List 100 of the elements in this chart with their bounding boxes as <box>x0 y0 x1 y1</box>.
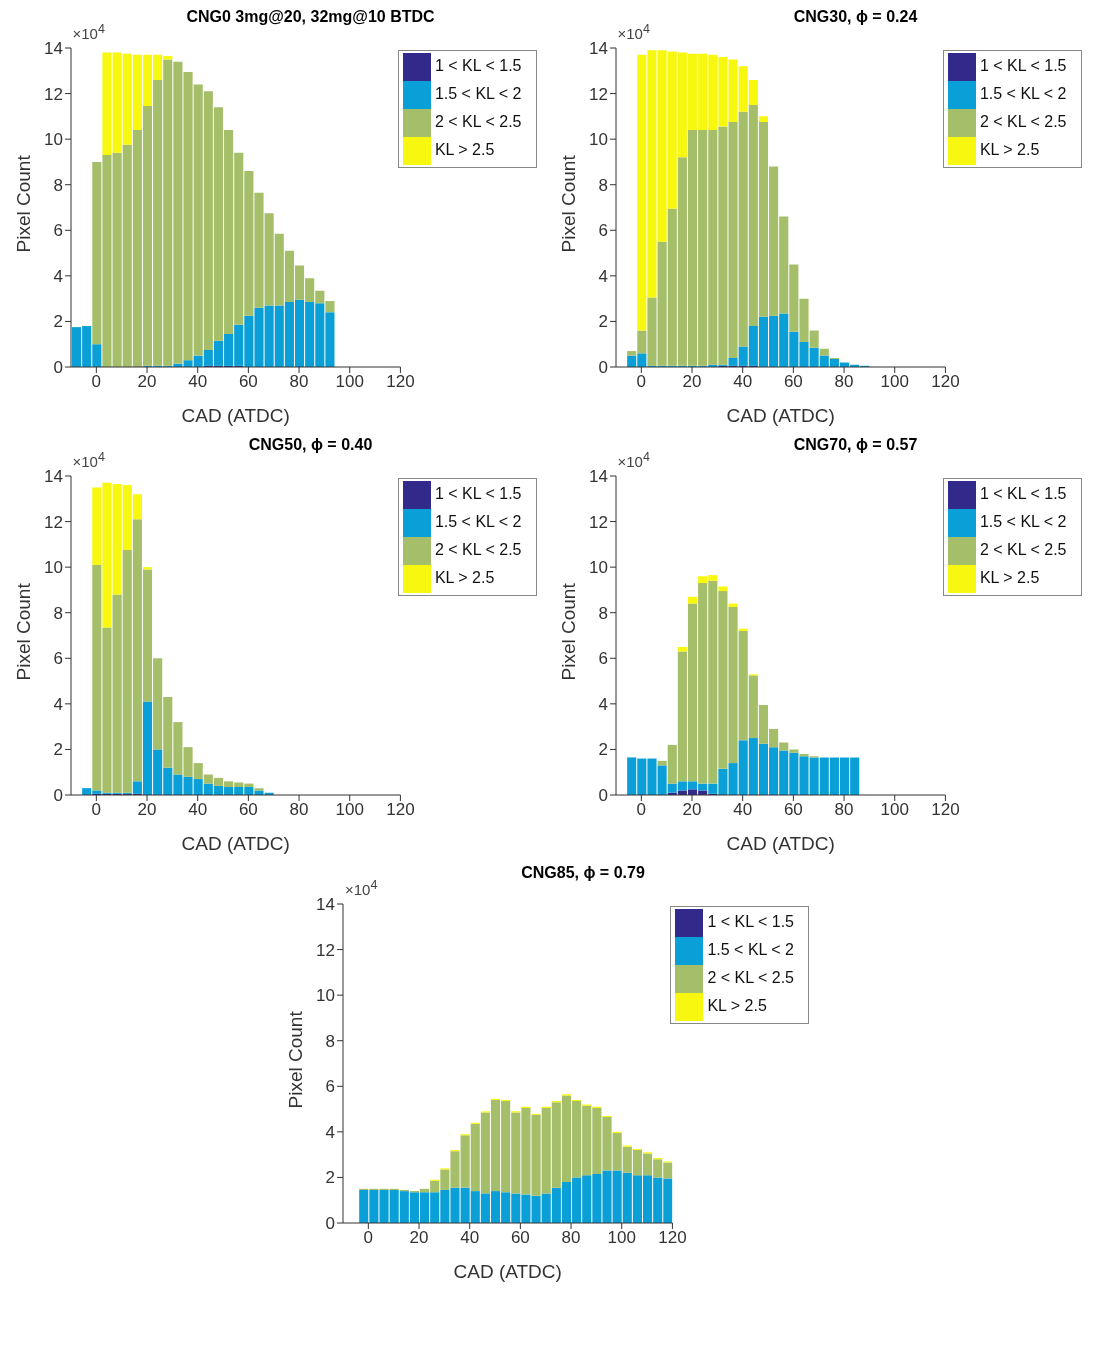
y-tick-label: 8 <box>325 1031 335 1051</box>
legend-label: KL > 2.5 <box>979 569 1040 587</box>
y-tick-label: 10 <box>43 130 63 150</box>
x-tick-label: 0 <box>91 372 101 392</box>
text: ×10$^{4}$ <box>72 22 105 42</box>
x-tick-label: 120 <box>385 372 415 392</box>
x-tick-label: 60 <box>238 372 258 392</box>
x-tick-label: 60 <box>238 800 258 820</box>
y-tick-label: 4 <box>598 694 608 714</box>
x-tick-label: 20 <box>137 800 156 820</box>
x-tick-label: 40 <box>187 800 207 820</box>
x-tick-label: 100 <box>335 372 364 392</box>
y-tick-label: 8 <box>598 603 608 623</box>
legend-label: 2 < KL < 2.5 <box>979 113 1067 131</box>
legend-label: 1 < KL < 1.5 <box>979 485 1067 503</box>
y-tick-label: 6 <box>53 221 63 241</box>
legend-label: 1 < KL < 1.5 <box>707 913 794 931</box>
y-tick-label: 0 <box>598 786 608 806</box>
text: ×10$^{4}$ <box>72 450 105 470</box>
y-tick-label: 2 <box>598 312 608 332</box>
y-tick-label: 12 <box>588 84 608 104</box>
chart-title: CNG70, ϕ = 0.57 <box>793 436 918 453</box>
y-tick-label: 10 <box>43 558 63 578</box>
x-tick-label: 20 <box>137 372 156 392</box>
y-tick-label: 2 <box>53 740 63 760</box>
x-tick-label: 80 <box>834 800 854 820</box>
x-tick-label: 60 <box>510 1228 530 1248</box>
y-tick-label: 6 <box>598 221 608 241</box>
legend-label: 2 < KL < 2.5 <box>979 541 1067 559</box>
x-tick-label: 60 <box>783 372 803 392</box>
y-tick-label: 10 <box>588 130 608 150</box>
x-tick-label: 120 <box>658 1228 687 1248</box>
legend-label: 1.5 < KL < 2 <box>979 85 1067 103</box>
x-axis-title: CAD (ATDC) <box>453 1261 562 1282</box>
legend-label: 1.5 < KL < 2 <box>434 513 522 531</box>
x-tick-label: 0 <box>636 372 646 392</box>
legend-label: KL > 2.5 <box>434 141 495 159</box>
y-tick-label: 12 <box>316 940 335 960</box>
y-tick-label: 2 <box>325 1168 335 1188</box>
y-tick-label: 12 <box>588 512 608 532</box>
x-tick-label: 40 <box>460 1228 480 1248</box>
chart-title: CNG30, ϕ = 0.24 <box>793 8 918 25</box>
legend-label: KL > 2.5 <box>707 997 767 1015</box>
legend-label: 2 < KL < 2.5 <box>434 113 522 131</box>
x-tick-label: 100 <box>607 1228 636 1248</box>
y-tick-label: 14 <box>588 467 608 487</box>
x-tick-label: 40 <box>732 372 752 392</box>
chart-title: CNG50, ϕ = 0.40 <box>248 436 373 453</box>
x-tick-label: 80 <box>561 1228 581 1248</box>
x-tick-label: 20 <box>682 372 701 392</box>
y-axis-title: Pixel Count <box>12 582 34 681</box>
y-tick-label: 14 <box>43 39 63 59</box>
x-tick-label: 40 <box>187 372 207 392</box>
y-tick-label: 8 <box>53 603 63 623</box>
legend-label: 2 < KL < 2.5 <box>434 541 522 559</box>
x-tick-label: 60 <box>783 800 803 820</box>
x-tick-label: 100 <box>335 800 364 820</box>
legend-label: KL > 2.5 <box>434 569 495 587</box>
x-axis-title: CAD (ATDC) <box>726 405 835 426</box>
y-tick-label: 14 <box>588 39 608 59</box>
x-tick-label: 40 <box>732 800 752 820</box>
y-tick-label: 4 <box>53 266 63 286</box>
x-tick-label: 0 <box>363 1228 374 1248</box>
y-axis-title: Pixel Count <box>284 1010 306 1109</box>
x-tick-label: 80 <box>289 372 309 392</box>
y-tick-label: 12 <box>43 512 63 532</box>
x-tick-label: 80 <box>834 372 854 392</box>
x-tick-label: 0 <box>91 800 101 820</box>
y-tick-label: 14 <box>316 895 335 915</box>
chart-title: CNG0 3mg@20, 32mg@10 BTDC <box>186 8 435 25</box>
legend-label: 1.5 < KL < 2 <box>979 513 1067 531</box>
y-tick-label: 8 <box>53 175 63 195</box>
x-tick-label: 120 <box>930 800 960 820</box>
x-tick-label: 20 <box>682 800 701 820</box>
chart-title: CNG85, ϕ = 0.79 <box>521 864 645 881</box>
x-tick-label: 80 <box>289 800 309 820</box>
x-tick-label: 100 <box>880 372 909 392</box>
y-tick-label: 4 <box>325 1122 335 1142</box>
y-tick-label: 4 <box>598 266 608 286</box>
x-tick-label: 120 <box>930 372 960 392</box>
y-tick-label: 14 <box>43 467 63 487</box>
y-tick-label: 2 <box>598 740 608 760</box>
y-tick-label: 10 <box>588 558 608 578</box>
text: ×10$^{4}$ <box>617 450 650 470</box>
legend-label: 1 < KL < 1.5 <box>979 57 1067 75</box>
text: ×10$^{4}$ <box>345 878 378 898</box>
legend-label: 1 < KL < 1.5 <box>434 485 522 503</box>
y-tick-label: 12 <box>43 84 63 104</box>
y-tick-label: 0 <box>53 786 63 806</box>
legend-label: 2 < KL < 2.5 <box>707 969 794 987</box>
y-tick-label: 0 <box>598 358 608 378</box>
legend-label: 1.5 < KL < 2 <box>434 85 522 103</box>
x-axis-title: CAD (ATDC) <box>181 405 290 426</box>
y-tick-label: 8 <box>598 175 608 195</box>
y-tick-label: 0 <box>53 358 63 378</box>
legend-label: 1 < KL < 1.5 <box>434 57 522 75</box>
x-axis-title: CAD (ATDC) <box>181 833 290 854</box>
legend-label: KL > 2.5 <box>979 141 1040 159</box>
x-tick-label: 20 <box>409 1228 429 1248</box>
text: ×10$^{4}$ <box>617 22 650 42</box>
